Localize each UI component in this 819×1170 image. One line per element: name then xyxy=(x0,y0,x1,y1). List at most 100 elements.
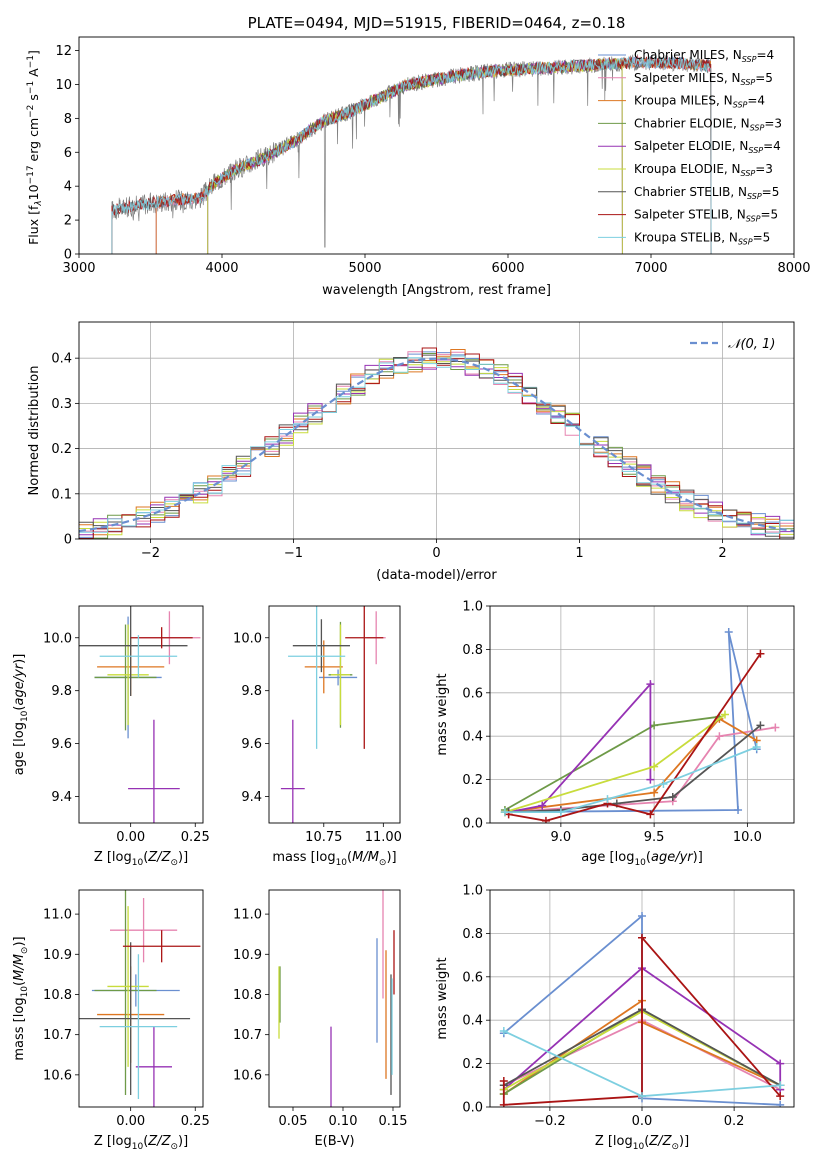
weight-line-orange xyxy=(504,717,758,813)
y-tick-label: 10.6 xyxy=(43,1068,72,1083)
y-tick-label: 0.4 xyxy=(462,1014,483,1029)
x-tick-label: 0.15 xyxy=(379,1114,408,1129)
panel-age-vs-mass: 10.75 11.00 9.4 9.6 9.8 10.0 mass [log10(M/M⊙)… xyxy=(233,605,402,868)
y-tick-label: 1.0 xyxy=(462,884,483,899)
x-axis-label: Z [log10(Z/Z⊙)] xyxy=(94,1134,188,1152)
weight-line-purple xyxy=(508,681,652,813)
histogram-red xyxy=(79,347,794,539)
weight-marker-lime xyxy=(720,710,729,719)
y-tick-label: 9.6 xyxy=(241,737,262,752)
y-tick-label: 0.4 xyxy=(462,730,483,745)
plot-area xyxy=(280,606,386,823)
y-tick-label: 0.1 xyxy=(51,487,72,502)
x-tick-label: 0.00 xyxy=(116,1114,145,1129)
x-tick-label: −1 xyxy=(284,546,303,561)
y-tick-label: 10.0 xyxy=(233,631,262,646)
y-tick-label: 0 xyxy=(64,248,72,263)
y-tick-label: 0.8 xyxy=(462,643,483,658)
plot-area xyxy=(490,606,794,823)
x-axis-label: age [log10(age/yr)] xyxy=(581,850,703,868)
panel-age-vs-Z: 0.00 0.25 9.4 9.6 9.8 10.0 Z [log10(Z/Z⊙)] age … xyxy=(12,605,210,868)
y-tick-label: 11.0 xyxy=(233,908,262,923)
y-tick-label: 10.9 xyxy=(43,948,72,963)
weight-marker-pink xyxy=(771,723,780,732)
y-axis-label: mass [log10(M/M⊙)] xyxy=(12,936,30,1060)
axes-frame xyxy=(78,36,795,255)
weight-marker-blue xyxy=(638,912,646,921)
weight-marker-cyan xyxy=(638,1092,646,1101)
weight-marker-gray xyxy=(668,792,677,801)
weight-marker-blue xyxy=(734,805,743,814)
y-tick-label: 10.9 xyxy=(233,948,262,963)
weight-marker-cyan xyxy=(659,779,668,788)
y-axis-label: age [log10(age/yr)] xyxy=(12,654,30,776)
weight-marker-cyan xyxy=(603,795,612,804)
y-tick-label: 10.8 xyxy=(233,988,262,1003)
x-tick-label: 9.0 xyxy=(551,830,572,845)
y-tick-label: 10.6 xyxy=(233,1068,262,1083)
y-tick-label: 11.0 xyxy=(43,908,72,923)
model-spectrum-blue xyxy=(155,55,712,254)
y-axis-label: mass weight xyxy=(435,957,450,1039)
y-tick-label: 0.6 xyxy=(462,686,483,701)
y-tick-label: 0.8 xyxy=(462,927,483,942)
weight-marker-green xyxy=(650,721,659,730)
x-tick-label: −2 xyxy=(141,546,160,561)
weight-marker-purple xyxy=(646,775,655,784)
axes-frame xyxy=(489,605,795,824)
weight-marker-red xyxy=(756,649,765,658)
weight-marker-gray xyxy=(756,721,765,730)
weight-marker-red xyxy=(646,810,655,819)
y-tick-label: 0.0 xyxy=(462,1101,483,1116)
weight-line-blue xyxy=(504,631,758,813)
model-spectrum-lime xyxy=(207,58,623,254)
plot-area xyxy=(79,322,794,539)
x-tick-label: 7000 xyxy=(634,261,667,276)
y-tick-label: 9.4 xyxy=(51,790,72,805)
x-tick-label: 0.05 xyxy=(279,1114,308,1129)
x-tick-label: 3000 xyxy=(62,261,95,276)
legend-entry: Kroupa ELODIE, NSSP=3 xyxy=(634,162,773,178)
y-tick-label: 0.6 xyxy=(462,970,483,985)
weight-marker-red xyxy=(499,1076,508,1085)
y-tick-label: 0.3 xyxy=(51,397,72,412)
weight-marker-red xyxy=(776,1092,785,1101)
weight-marker-blue xyxy=(776,1100,785,1107)
legend-entry: Chabrier MILES, NSSP=4 xyxy=(634,48,774,64)
axes-frame xyxy=(78,889,204,1108)
weight-marker-purple xyxy=(776,1059,785,1068)
y-tick-label: 0.2 xyxy=(462,773,483,788)
model-spectrum-orange xyxy=(155,56,712,254)
x-axis-label: mass [log10(M/M⊙)] xyxy=(272,850,396,868)
plot-area xyxy=(79,606,201,823)
weight-marker-pink xyxy=(715,732,724,741)
panel-spectrum: 3000 4000 5000 6000 7000 8000 0 2 4 6 8 10 12 Chabrie… xyxy=(26,36,811,298)
axes-frame xyxy=(78,605,204,824)
weight-line-red xyxy=(502,935,781,1106)
y-tick-label: 9.8 xyxy=(51,684,72,699)
y-tick-label: 6 xyxy=(64,146,72,161)
x-tick-label: 0 xyxy=(432,546,440,561)
y-tick-label: 10.8 xyxy=(43,988,72,1003)
y-axis-label: Flux [fλ10−17 erg cm−2 s−1 A−1] xyxy=(26,50,44,245)
legend-entry: Salpeter MILES, NSSP=5 xyxy=(634,71,773,87)
axes-frame xyxy=(268,605,401,824)
panel-weight-vs-Z: −0.2 0.0 0.2 0.0 0.2 0.4 0.6 0.8 1.0 Z [log10(Z/Z… xyxy=(435,884,795,1152)
weight-marker-red xyxy=(499,1100,508,1107)
y-tick-label: 10 xyxy=(55,78,72,93)
y-tick-label: 0.0 xyxy=(462,817,483,832)
y-tick-label: 0.2 xyxy=(462,1057,483,1072)
x-tick-label: 0.10 xyxy=(329,1114,358,1129)
y-tick-label: 9.8 xyxy=(241,684,262,699)
weight-marker-cyan xyxy=(499,1027,508,1036)
model-spectrum-cyan xyxy=(111,55,712,254)
x-tick-label: 1 xyxy=(575,546,583,561)
y-tick-label: 9.4 xyxy=(241,790,262,805)
plot-area xyxy=(79,890,201,1107)
weight-marker-red xyxy=(638,933,646,942)
x-tick-label: 9.5 xyxy=(644,830,665,845)
y-tick-label: 10.0 xyxy=(43,631,72,646)
x-tick-label: 2 xyxy=(718,546,726,561)
y-tick-label: 2 xyxy=(64,214,72,229)
